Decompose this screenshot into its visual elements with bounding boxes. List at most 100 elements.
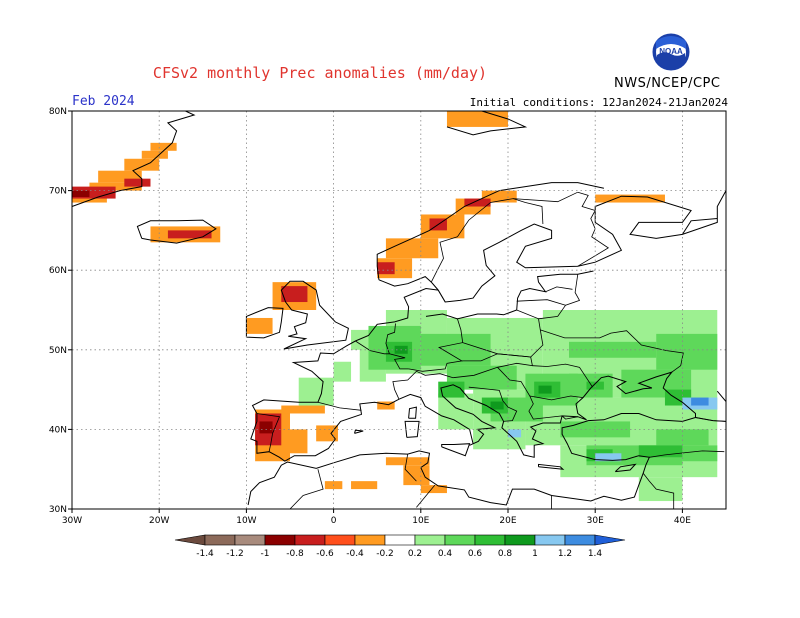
country-border [529, 395, 584, 401]
colorbar-swatch [324, 534, 356, 546]
lon-label: 30W [62, 516, 82, 526]
country-border [545, 286, 573, 293]
coastline [354, 429, 364, 434]
anomaly-cell [638, 445, 683, 458]
coastline [716, 390, 727, 414]
country-border [317, 401, 362, 411]
country-border [289, 469, 324, 510]
colorbar-swatch [474, 534, 506, 546]
anomaly-cell [385, 238, 439, 259]
map-frame [71, 110, 727, 510]
anomaly-cell [464, 198, 491, 207]
anomaly-layer [72, 111, 718, 502]
country-border [649, 450, 725, 458]
anomaly-cell [316, 425, 338, 442]
anomaly-cell [595, 453, 622, 462]
colorbar-label: 1.2 [558, 549, 572, 559]
country-border [430, 198, 544, 303]
lon-label: 10E [412, 516, 429, 526]
anomaly-cell [377, 401, 395, 410]
lat-label: 30N [49, 505, 67, 515]
country-border [516, 299, 566, 306]
coastline [538, 463, 565, 470]
colorbar-label: 1.4 [588, 549, 603, 559]
anomaly-cell [656, 333, 718, 370]
lat-label: 70N [49, 187, 67, 197]
anomaly-cell [246, 317, 273, 334]
anomaly-cell [438, 393, 474, 430]
coastline [614, 463, 637, 473]
anomaly-cell [298, 377, 334, 406]
org-label: NWS/NCEP/CPC [614, 76, 721, 91]
country-border [695, 417, 727, 422]
anomaly-cell [638, 477, 683, 502]
country-border [256, 413, 281, 452]
colorbar-label: 0.8 [498, 549, 513, 559]
anomaly-cell [490, 401, 504, 410]
coastline [425, 270, 594, 320]
colorbar-swatch [234, 534, 266, 546]
lon-label: 0 [331, 516, 337, 526]
coastline [441, 443, 471, 457]
colorbar-swatch [414, 534, 446, 546]
anomaly-cell [438, 381, 465, 398]
country-border [538, 274, 581, 320]
colorbar-label: 0.6 [468, 549, 483, 559]
lat-label: 40N [49, 425, 67, 435]
country-border [404, 454, 417, 482]
lon-label: 10W [236, 516, 256, 526]
anomaly-cell [72, 190, 90, 197]
country-border [642, 472, 675, 509]
country-border [497, 367, 531, 397]
colorbar-label: -0.6 [316, 549, 334, 559]
country-border [532, 363, 593, 388]
colorbar-swatch [294, 534, 326, 546]
lon-label: 30E [587, 516, 604, 526]
colorbar-label: -0.8 [286, 549, 304, 559]
colorbar-label: 0.2 [408, 549, 422, 559]
colorbar-swatch [444, 534, 476, 546]
coastline [681, 218, 718, 235]
anomaly-cell [351, 481, 378, 490]
lon-label: 40E [674, 516, 691, 526]
colorbar-label: -1.2 [226, 549, 244, 559]
colorbar-label: 0.4 [438, 549, 453, 559]
country-border [528, 395, 563, 420]
anomaly-cell [124, 178, 151, 187]
country-border [416, 484, 436, 508]
anomaly-cell [333, 361, 352, 382]
anomaly-cell [682, 445, 718, 462]
chart-title: CFSv2 monthly Prec anomalies (mm/day) [152, 64, 488, 82]
coastline [71, 110, 196, 207]
forecast-month: Feb 2024 [72, 94, 135, 109]
anomaly-cell [89, 182, 142, 191]
colorbar-swatch [204, 534, 236, 546]
lon-label: 20E [499, 516, 516, 526]
coastline [136, 219, 217, 244]
noaa-logo-text: NOAA [659, 47, 683, 56]
colorbar-swatch [564, 534, 596, 546]
anomaly-cell [446, 111, 508, 127]
colorbar-label: -0.2 [376, 549, 394, 559]
coastline [280, 280, 349, 350]
anomaly-cell [290, 429, 308, 454]
coastline [408, 406, 417, 419]
lon-label: 20W [149, 516, 169, 526]
country-border [468, 386, 518, 422]
noaa-logo: NOAA [652, 33, 690, 71]
colorbar-swatch [354, 534, 386, 546]
coastline [446, 110, 528, 136]
colorbar-label: -0.4 [346, 549, 364, 559]
anomaly-cell [259, 421, 273, 434]
coastline [376, 182, 605, 280]
anomaly-cell [656, 429, 709, 446]
colorbar-swatch [504, 534, 536, 546]
anomaly-cell [150, 142, 177, 151]
anomaly-cell [403, 465, 430, 486]
country-border [513, 191, 578, 203]
lat-label: 50N [49, 346, 67, 356]
graticule [72, 111, 726, 509]
anomaly-cell [508, 429, 522, 438]
anomaly-cell [98, 170, 142, 183]
